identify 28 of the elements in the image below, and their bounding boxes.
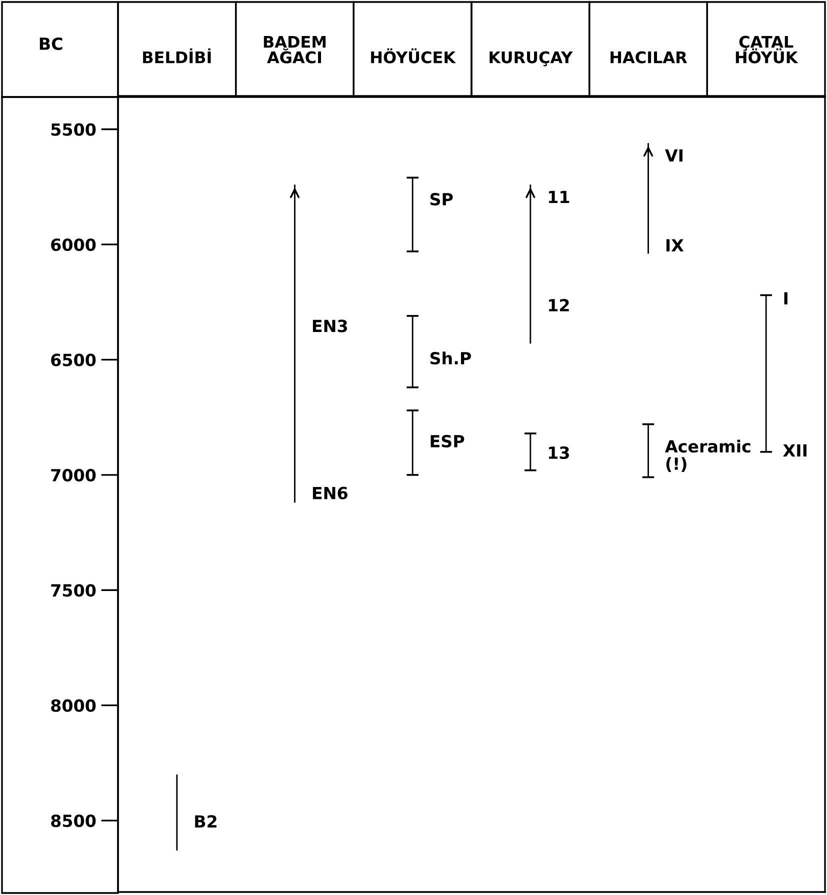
- x-tick-label: BELDİBİ: [143, 48, 211, 64]
- y-tick-label: 8000: [51, 699, 96, 712]
- x-tick-label: HÖYÜCEK: [371, 48, 456, 64]
- y-tick-label: 5500: [51, 123, 96, 136]
- annotation: 11: [548, 190, 570, 203]
- annotation: 12: [548, 298, 569, 312]
- y-tick-label: 6500: [51, 354, 96, 366]
- annotation: IX: [666, 239, 684, 252]
- y-tick-label: 8500: [51, 814, 96, 828]
- y-tick-label: 7000: [51, 468, 96, 482]
- y-tick-label: 7500: [51, 584, 96, 597]
- annotation: 13: [548, 446, 569, 460]
- annotation: SP: [430, 192, 453, 206]
- annotation: Aceramic (!): [664, 440, 750, 472]
- annotation: Sh.P: [430, 352, 471, 365]
- annotation: EN6: [312, 486, 348, 500]
- annotation: B2: [195, 815, 216, 828]
- y-axis-title: BC: [40, 37, 62, 50]
- annotation: ESP: [430, 434, 464, 448]
- annotation: VI: [664, 149, 682, 162]
- x-tick-label: HACILAR: [610, 51, 688, 64]
- x-tick-label: ÇATAL HÖYÜK: [736, 36, 798, 64]
- y-tick-label: 6000: [51, 238, 96, 252]
- annotation: I: [784, 292, 788, 304]
- annotation: EN3: [312, 320, 348, 332]
- x-tick-label: BADEM AĞACI: [264, 36, 326, 64]
- x-tick-label: KURUÇAY: [490, 51, 573, 66]
- annotation: XII: [783, 444, 806, 456]
